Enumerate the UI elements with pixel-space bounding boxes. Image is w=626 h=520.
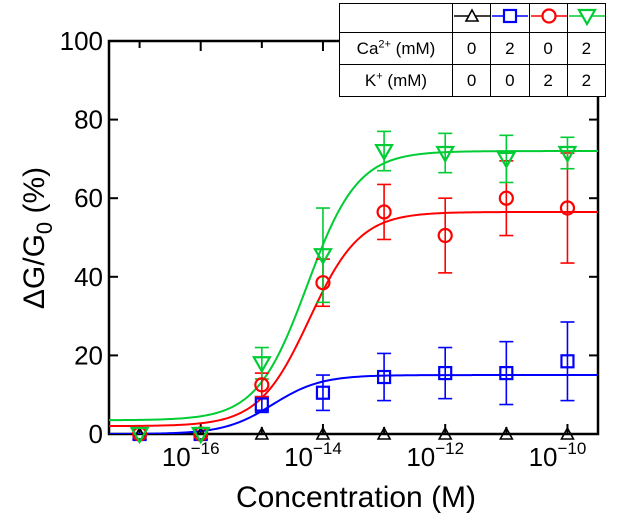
error-bar-s4 — [438, 132, 453, 174]
legend-marker-s3 — [530, 7, 567, 24]
calcium-row: Ca2+ (mM) 0 2 0 2 — [339, 32, 607, 65]
data-point-s1 — [560, 426, 575, 440]
calcium-label: Ca2+ (mM) — [339, 32, 453, 65]
data-point-s4 — [313, 248, 333, 266]
y-tick-label: 100 — [60, 26, 103, 56]
data-markers — [129, 143, 578, 445]
potassium-row: K+ (mM) 0 0 2 2 — [339, 64, 607, 97]
data-point-s4 — [496, 151, 517, 170]
data-point-s1 — [376, 426, 392, 440]
y-tick-label: 80 — [74, 105, 103, 135]
y-tick-label: 60 — [74, 183, 103, 213]
potassium-value-s2: 0 — [490, 64, 530, 97]
data-point-s4 — [190, 426, 211, 445]
x-tick-label: 10−12 — [406, 439, 464, 472]
error-bar-s2 — [560, 321, 575, 402]
calcium-value-s2: 2 — [490, 32, 530, 65]
error-bar-s2 — [315, 374, 330, 412]
data-point-s1 — [254, 426, 270, 440]
y-axis-title: ΔG/G0 (%) — [18, 167, 57, 309]
data-point-s3 — [254, 377, 270, 393]
calcium-value-s1: 0 — [451, 32, 492, 65]
fit-curves — [109, 150, 598, 434]
legend-symbol-s2 — [490, 3, 530, 33]
error-bar-s2 — [438, 346, 453, 400]
legend-symbol-s3 — [528, 3, 568, 33]
legend-marker-s1 — [454, 7, 490, 22]
legend-corner-cell — [339, 3, 453, 33]
data-point-s2 — [254, 397, 269, 412]
data-point-s3 — [498, 190, 514, 206]
data-point-s4 — [557, 145, 578, 164]
legend-marker-s4 — [568, 8, 605, 26]
data-point-s4 — [374, 143, 394, 162]
data-point-s2 — [376, 369, 392, 385]
data-point-s1 — [315, 426, 331, 440]
error-bar-s4 — [560, 136, 575, 170]
data-point-s4 — [129, 426, 150, 445]
calcium-value-s4: 2 — [566, 32, 607, 65]
x-axis: 10−16 10−14 10−12 10−10 — [138, 41, 587, 472]
fit-curve-s2 — [109, 374, 598, 434]
legend-symbol-s4 — [566, 3, 607, 33]
fit-curve-s3 — [109, 210, 598, 428]
data-point-s2 — [315, 385, 331, 400]
legend-marker-s2 — [492, 8, 529, 23]
potassium-value-s3: 2 — [528, 64, 568, 97]
data-point-s2 — [499, 365, 514, 381]
data-point-s4 — [251, 356, 272, 374]
data-point-s3 — [437, 227, 453, 244]
x-tick-label: 10−16 — [162, 439, 220, 472]
y-tick-label: 20 — [74, 340, 103, 370]
error-bars — [254, 130, 575, 414]
data-point-s1 — [437, 426, 453, 440]
fit-curve-s4 — [109, 150, 598, 422]
data-point-s2 — [560, 354, 575, 369]
x-tick-label: 10−14 — [284, 439, 342, 472]
error-bar-s4 — [499, 134, 514, 184]
legend-row — [339, 3, 607, 33]
y-tick-label: 40 — [74, 262, 103, 292]
data-point-s3 — [315, 275, 331, 291]
data-point-s2 — [438, 365, 453, 381]
error-bar-s2 — [499, 340, 514, 406]
error-bar-s4 — [315, 207, 330, 304]
data-point-s4 — [435, 145, 456, 164]
potassium-value-s1: 0 — [451, 64, 492, 97]
conditions-table: Ca2+ (mM) 0 2 0 2 K+ (mM) 0 0 2 2 — [339, 3, 607, 97]
potassium-label: K+ (mM) — [339, 64, 453, 97]
data-point-s1 — [498, 426, 514, 440]
x-tick-label: 10−10 — [529, 439, 587, 472]
error-bar-s3 — [438, 197, 453, 274]
error-bar-s2 — [377, 352, 392, 402]
error-bar-s3 — [377, 183, 392, 241]
legend-symbol-s1 — [451, 3, 492, 33]
x-axis-title: Concentration (M) — [236, 481, 476, 514]
data-point-s3 — [559, 200, 576, 216]
y-tick-label: 0 — [89, 419, 103, 449]
data-point-s3 — [376, 204, 392, 220]
calcium-value-s3: 0 — [528, 32, 568, 65]
error-bar-s4 — [377, 130, 392, 172]
potassium-value-s4: 2 — [566, 64, 607, 97]
